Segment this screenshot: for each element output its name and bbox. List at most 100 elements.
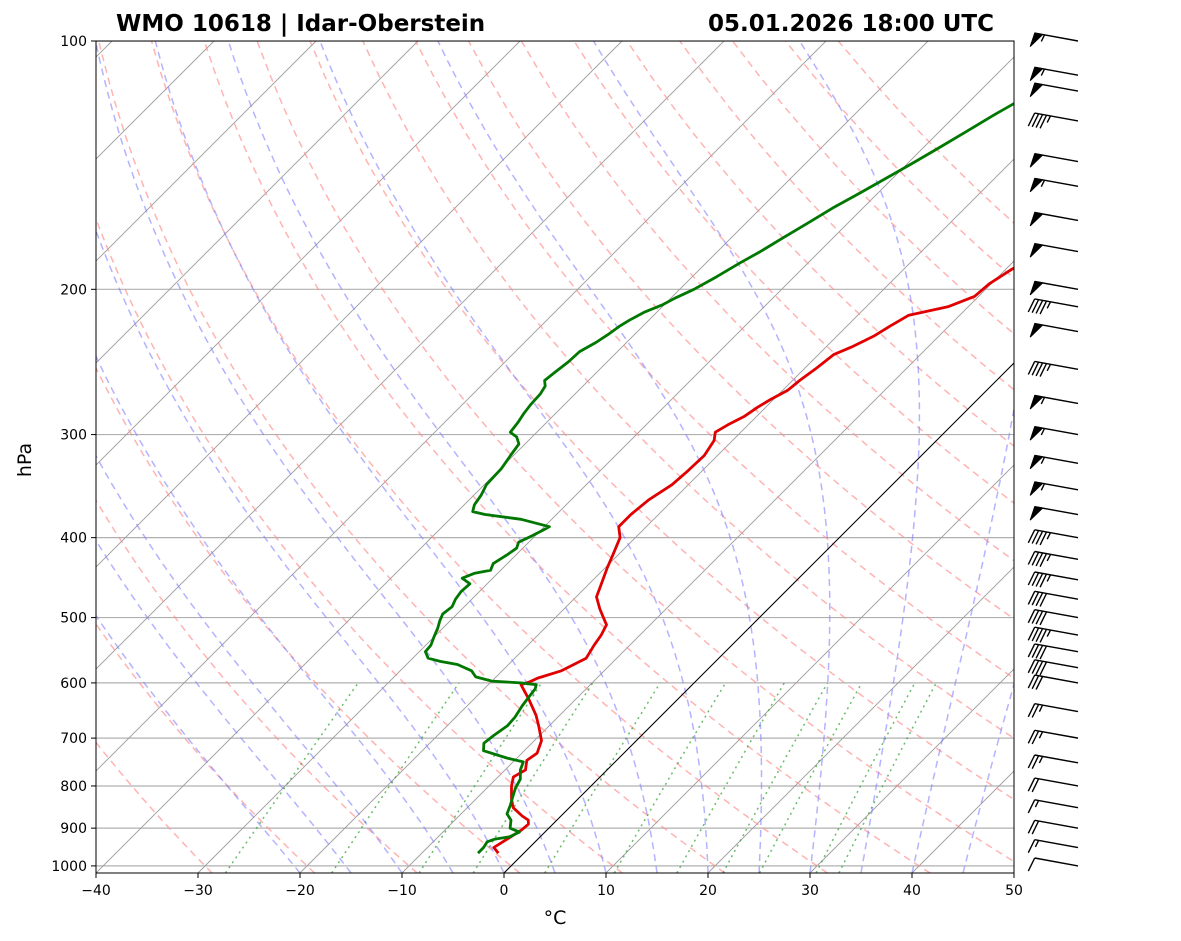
dry-adiabat-line [203,41,931,873]
wind-barb [1029,243,1079,258]
x-tick-label: −10 [387,883,417,899]
plot-area [96,41,1014,873]
mixing-ratio-line [838,682,937,873]
wind-barb [1027,626,1079,643]
isotherm-line [299,158,1014,873]
isotherm-line [96,41,725,670]
wind-barbs [1027,32,1079,872]
mixing-ratio-line [815,682,916,873]
wind-barb [1027,777,1079,793]
x-tick-label: 0 [500,883,509,899]
moist-adiabat-line [437,41,763,873]
dry-adiabat-line [362,41,1014,740]
dry-adiabat-line [96,216,623,873]
wind-barb [1027,857,1079,872]
wind-barb [1029,66,1079,82]
moist-adiabat-line [798,41,921,873]
dry-adiabat-line [467,41,1014,620]
moist-adiabat-line [319,41,709,873]
isotherm-line [809,668,1014,873]
dry-adiabat-line [256,41,1014,863]
dry-adiabat-line [96,499,418,873]
wind-barb [1027,298,1079,315]
x-axis: −40 −30 −20 −10 0 10 20 30 40 50 [81,873,1023,899]
mixing-ratio-line [472,682,594,873]
wind-barb [1027,839,1079,854]
isotherm-line [96,41,521,466]
wind-barb [1027,112,1079,129]
wind-barb [1029,481,1079,496]
x-tick-label: 50 [1005,883,1023,899]
y-tick-label: 600 [60,676,87,692]
wind-barb [1027,674,1079,690]
wind-barb [1027,819,1079,835]
wind-barb [1027,703,1079,718]
y-tick-label: 400 [60,531,87,547]
wind-barb [1027,550,1079,568]
wind-barb [1027,609,1079,626]
chart-title-station: WMO 10618 | Idar-Oberstein [116,11,485,37]
wind-barb [1029,506,1079,521]
moist-adiabat-line [96,614,301,873]
mixing-ratio-lines [224,682,937,873]
zero-isotherm-line [503,362,1014,873]
mixing-ratio-line [331,682,460,873]
moist-adiabats [96,41,1014,873]
x-tick-label: −40 [81,883,111,899]
x-axis-label: °C [544,907,567,929]
x-tick-label: 40 [903,883,921,899]
y-tick-label: 300 [60,428,87,444]
mixing-ratio-line [418,682,543,873]
y-tick-label: 700 [60,731,87,747]
y-tick-label: 500 [60,611,87,627]
wind-barb [1027,360,1079,377]
dry-adiabat-line [309,41,1014,801]
x-tick-label: 20 [699,883,717,899]
mixing-ratio-line [613,682,727,873]
moist-adiabat-line [227,41,658,873]
wind-barb [1027,529,1079,546]
wind-barb [1029,32,1079,47]
dry-adiabat-line [679,41,1014,391]
wind-barb [1029,211,1079,227]
temperature-line [492,266,1014,854]
moist-adiabat-line [962,681,1014,873]
mixing-ratio-line [224,682,359,873]
isotherm-line [197,56,1014,873]
dewpoint-line [424,101,1014,855]
dry-adiabat-line [150,41,828,873]
y-axis-label: hPa [14,443,36,477]
wind-barb [1027,659,1079,676]
wind-barb [1029,153,1079,168]
wind-barb [1027,590,1079,607]
wind-barb [1027,643,1079,660]
isotherm-line [96,41,623,568]
moist-adiabat-line [154,41,607,873]
wind-barb [1029,280,1079,296]
moist-adiabat-line [96,228,505,873]
dry-adiabat-line [97,41,726,873]
sounding-series [424,101,1014,855]
mixing-ratio-line [544,682,661,873]
wind-barb [1029,322,1079,338]
moist-adiabat-line [911,404,1014,873]
wind-barb [1029,177,1079,193]
y-axis: 100 200 300 400 500 600 700 800 900 1000 [51,34,96,875]
x-tick-label: 10 [597,883,615,899]
chart-title-datetime: 05.01.2026 18:00 UTC [708,11,994,37]
moist-adiabat-line [592,41,831,873]
moist-adiabat-line [96,454,403,873]
wind-barb [1029,454,1079,470]
y-tick-label: 800 [60,779,87,795]
moist-adiabat-line [96,354,454,873]
x-tick-label: 30 [801,883,819,899]
wind-barb [1029,82,1079,97]
wind-barb [1029,394,1079,410]
moist-adiabat-line [96,41,556,873]
isotherm-line [96,41,419,364]
wind-barb [1027,571,1079,588]
y-tick-label: 200 [60,282,87,298]
wind-barb [1027,799,1079,814]
isotherm-line [605,464,1014,873]
